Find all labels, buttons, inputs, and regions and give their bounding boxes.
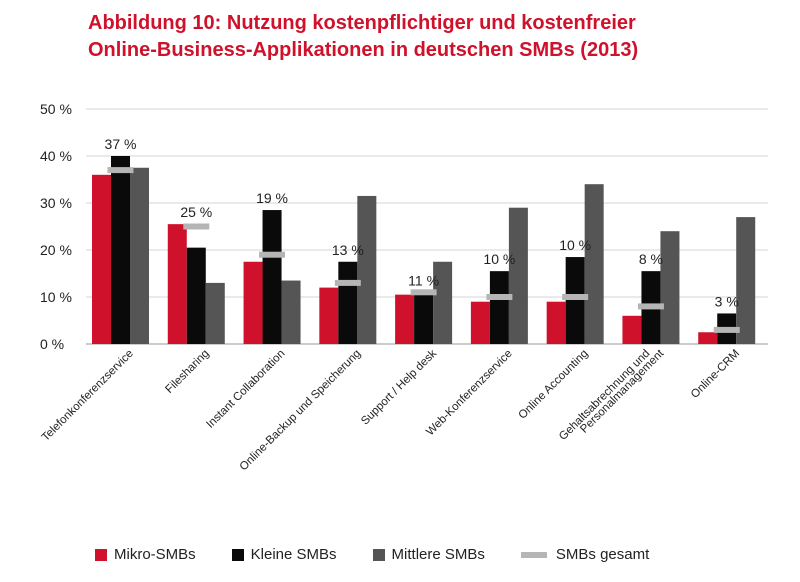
bar-mikro [92,174,111,344]
x-tick-label: Online Accounting [517,348,591,422]
marker-gesamt [486,294,513,300]
value-label-gesamt: 10 % [483,251,515,267]
bar-mittlere [130,167,149,344]
x-tick-label: Web-Konferenzservice [424,348,515,439]
bar-mittlere [660,231,680,344]
marker-gesamt [107,167,134,174]
bar-kleine [414,294,434,344]
value-label-gesamt: 3 % [715,293,739,309]
bar-mittlere [736,217,756,344]
value-label-gesamt: 8 % [639,251,663,267]
bar-mikro [470,301,490,344]
legend-label-mikro: Mikro-SMBs [114,546,196,563]
y-tick-label: 50 % [40,101,72,117]
legend-swatch-kleine [231,548,244,561]
x-tick-label: Online-Backup und Speicherung [238,348,364,474]
marker-gesamt [334,279,361,286]
bar-mikro [698,332,718,344]
bar-mikro [243,261,263,344]
chart-title-line-2: Online-Business-Applikationen in deutsch… [88,39,639,61]
chart-title-line-1: Abbildung 10: Nutzung kostenpflichtiger … [88,12,636,34]
bar-kleine [489,271,509,344]
bar-mikro [622,315,642,344]
legend-label-mittlere: Mittlere SMBs [391,546,485,563]
legend-item-gesamt: SMBs gesamt [520,546,650,563]
bar-mikro [319,287,339,344]
bar-kleine [565,257,585,344]
legend-item-mikro: Mikro-SMBs [95,546,196,563]
legend-label-kleine: Kleine SMBs [250,546,337,563]
bar-mittlere [281,280,301,344]
value-label-gesamt: 13 % [332,242,364,258]
chart-title: Abbildung 10: Nutzung kostenpflichtiger … [88,10,638,64]
x-tick-label: Support / Help desk [359,347,439,427]
legend-swatch-mikro [95,548,107,561]
value-label-gesamt: 25 % [180,204,212,220]
legend-label-gesamt: SMBs gesamt [555,546,650,563]
bar-mittlere [433,261,453,344]
value-label-gesamt: 11 % [408,272,439,288]
legend-item-mittlere: Mittlere SMBs [372,546,485,563]
marker-gesamt [713,326,740,333]
legend-item-kleine: Kleine SMBs [231,546,337,563]
value-label-gesamt: 19 % [256,190,288,206]
y-tick-label: 40 % [40,148,72,164]
bar-mikro [395,294,415,344]
marker-gesamt [562,294,589,300]
value-label-gesamt: 37 % [105,136,137,152]
bar-kleine [262,210,282,344]
bar-mittlere [584,184,604,344]
bar-mikro [167,224,187,344]
x-tick-label: Filesharing [163,348,211,396]
marker-gesamt [183,223,210,230]
marker-gesamt [637,303,664,310]
value-label-gesamt: 10 % [559,237,591,253]
bar-mittlere [205,282,225,344]
legend: Mikro-SMBs Kleine SMBs Mittlere SMBs SMB… [95,546,685,563]
y-tick-label: 0 % [40,336,64,352]
bar-mittlere [508,207,528,344]
y-tick-label: 20 % [40,242,72,258]
x-tick-label: Personalmanagement [578,347,667,436]
x-tick-label: Online-CRM [689,348,742,401]
legend-swatch-mittlere [372,548,385,561]
bar-kleine [338,261,358,344]
legend-swatch-gesamt [520,551,547,558]
bar-mikro [546,301,566,344]
bar-kleine [111,156,130,344]
x-tick-label: Telefonkonferenzservice [40,348,136,444]
marker-gesamt [259,251,286,258]
x-tick-label: Instant Collaboration [204,348,287,431]
bar-kleine [186,247,206,344]
bar-mittlere [357,195,377,344]
marker-gesamt [410,289,437,296]
y-tick-label: 30 % [40,195,72,211]
y-tick-label: 10 % [40,289,72,305]
